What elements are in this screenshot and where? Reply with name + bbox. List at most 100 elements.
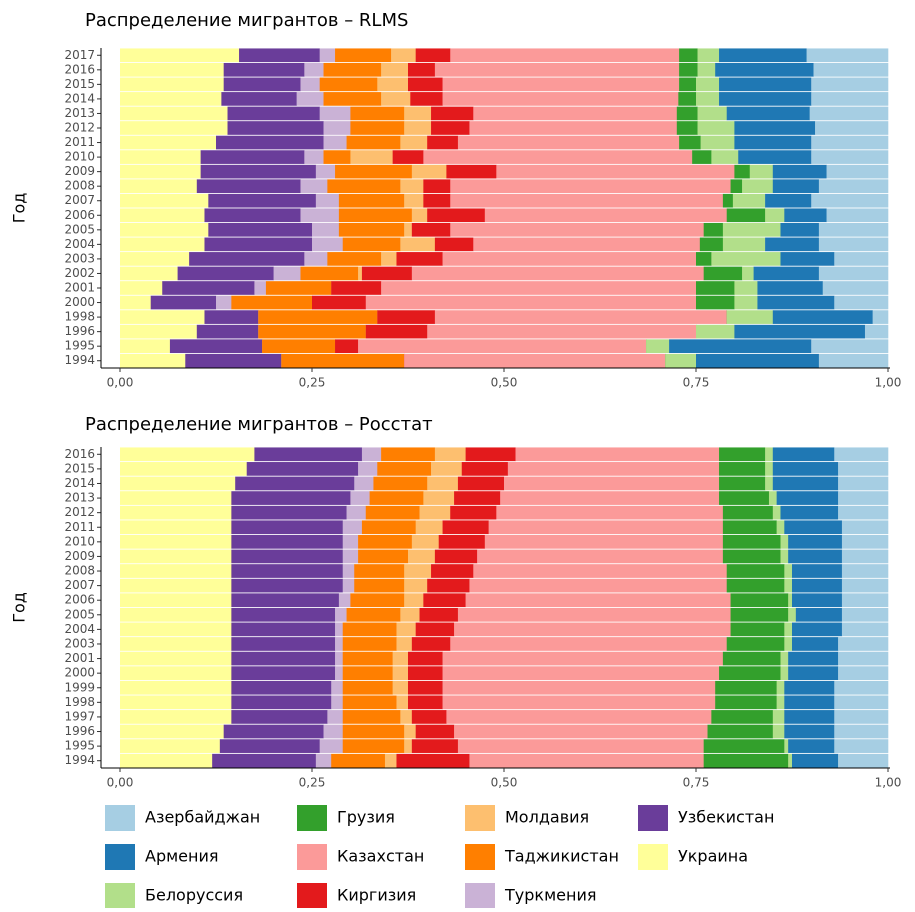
- bar-segment: [788, 666, 838, 680]
- bar-segment: [343, 520, 363, 534]
- bar-segment: [780, 506, 838, 520]
- bar-segment: [316, 165, 336, 179]
- bar-segment: [327, 252, 381, 266]
- bar-segment: [765, 447, 773, 461]
- bar-segment: [239, 48, 320, 62]
- bar-segment: [784, 579, 792, 593]
- bar-segment: [400, 608, 420, 622]
- bar-segment: [838, 506, 888, 520]
- bar-segment: [247, 462, 359, 476]
- bar-segment: [719, 491, 769, 505]
- bar-segment: [838, 462, 888, 476]
- y-tick-label: 2014: [64, 476, 95, 490]
- bar-segment: [120, 710, 232, 724]
- bar-segment: [120, 63, 224, 77]
- bar-segment: [343, 695, 397, 709]
- y-tick-label: 2014: [64, 91, 95, 105]
- bar-segment: [408, 681, 443, 695]
- bar-segment: [811, 150, 888, 164]
- bar-segment: [788, 593, 792, 607]
- bar-segment: [423, 179, 450, 193]
- bar-segment: [300, 208, 339, 222]
- bar-segment: [366, 506, 420, 520]
- y-tick-label: 1996: [64, 324, 95, 338]
- bar-segment: [827, 165, 889, 179]
- bar-segment: [788, 652, 838, 666]
- legend-swatch: [297, 883, 327, 908]
- bar-segment: [343, 710, 401, 724]
- bar-segment: [228, 121, 324, 135]
- bar-segment: [120, 725, 224, 739]
- y-tick-label: 2004: [64, 237, 95, 251]
- bar-segment: [727, 579, 785, 593]
- bar-segment: [443, 92, 679, 106]
- bar-segment: [393, 150, 424, 164]
- bar-segment: [423, 593, 466, 607]
- bar-segment: [427, 477, 458, 491]
- bar-segment: [231, 593, 339, 607]
- bar-segment: [204, 238, 312, 252]
- bar-segment: [120, 637, 232, 651]
- bar-segment: [734, 296, 757, 310]
- bar-segment: [727, 564, 785, 578]
- bar-segment: [231, 681, 331, 695]
- legend-swatch: [105, 844, 135, 870]
- bar-segment: [327, 179, 400, 193]
- bar-segment: [404, 223, 412, 237]
- bar-segment: [312, 223, 339, 237]
- bar-segment: [231, 550, 343, 564]
- bar-segment: [431, 121, 470, 135]
- bar-segment: [466, 447, 516, 461]
- bar-segment: [320, 107, 351, 121]
- bar-segment: [220, 739, 320, 753]
- bar-segment: [262, 339, 335, 353]
- bar-segment: [266, 281, 332, 295]
- bar-segment: [792, 593, 842, 607]
- bar-segment: [773, 310, 873, 324]
- bar-segment: [300, 267, 358, 281]
- bar-segment: [408, 78, 443, 92]
- bar-segment: [704, 267, 743, 281]
- bar-segment: [331, 281, 381, 295]
- legend-label: Армения: [145, 847, 219, 866]
- bar-segment: [435, 310, 727, 324]
- bar-segment: [396, 754, 469, 768]
- bar-segment: [404, 593, 424, 607]
- bar-segment: [439, 535, 485, 549]
- bar-segment: [120, 107, 228, 121]
- legend-swatch: [638, 805, 668, 831]
- bar-segment: [231, 608, 335, 622]
- bar-segment: [408, 550, 435, 564]
- bar-segment: [231, 296, 312, 310]
- bar-segment: [404, 107, 431, 121]
- x-tick-label: 1,00: [875, 376, 902, 390]
- bar-segment: [358, 267, 362, 281]
- bar-segment: [208, 194, 316, 208]
- bar-segment: [358, 535, 412, 549]
- y-tick-label: 2001: [64, 651, 95, 665]
- bar-segment: [865, 325, 888, 339]
- bar-segment: [773, 447, 835, 461]
- bar-segment: [300, 179, 327, 193]
- y-tick-label: 1995: [64, 739, 95, 753]
- bar-segment: [120, 121, 228, 135]
- bar-segment: [435, 550, 478, 564]
- bar-segment: [197, 325, 259, 339]
- bar-segment: [765, 477, 773, 491]
- bar-segment: [404, 725, 416, 739]
- bar-segment: [819, 179, 888, 193]
- bar-segment: [773, 710, 785, 724]
- chart-title: Распределение мигрантов – RLMS: [85, 10, 408, 31]
- bar-segment: [788, 608, 796, 622]
- bar-segment: [120, 652, 232, 666]
- legend-label: Азербайджан: [145, 808, 260, 827]
- bar-segment: [777, 520, 785, 534]
- legend-label: Киргизия: [337, 886, 416, 905]
- bar-segment: [231, 666, 335, 680]
- bar-segment: [469, 121, 677, 135]
- bar-segment: [120, 223, 209, 237]
- bar-segment: [304, 63, 324, 77]
- bar-segment: [391, 48, 416, 62]
- bar-segment: [834, 252, 888, 266]
- bar-segment: [734, 136, 811, 150]
